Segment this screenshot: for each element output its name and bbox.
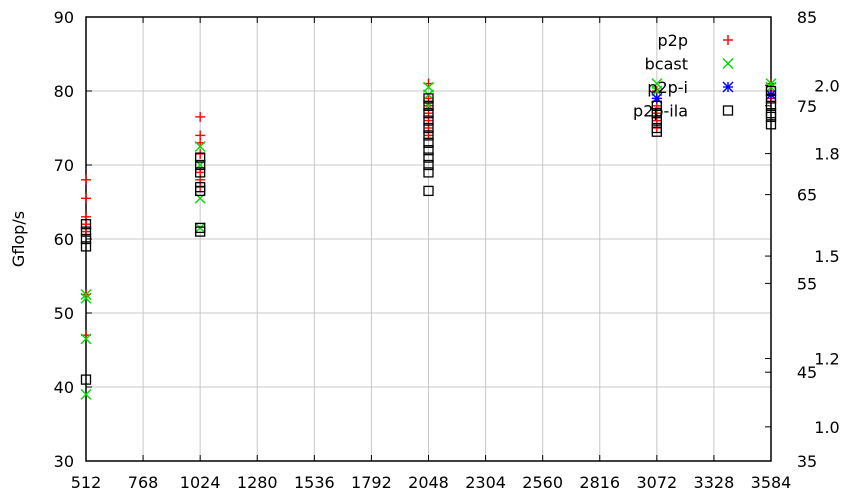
legend-label-p2p-ila: p2p-ila — [633, 102, 688, 121]
point-p2p-ila — [423, 152, 434, 163]
point-p2p-ila — [765, 119, 777, 130]
right-outer-tick-label: 75 — [797, 97, 817, 116]
point-p2p-ila — [423, 137, 434, 148]
legend-marker-p2p-ila — [722, 105, 734, 116]
right-outer-tick-label: 35 — [797, 452, 817, 471]
legend-marker-p2p-i — [722, 81, 734, 93]
point-p2p-ila — [80, 233, 92, 245]
point-p2p — [81, 174, 91, 185]
right-outer-tick-label: 55 — [797, 274, 817, 293]
point-p2p-ila — [80, 241, 92, 252]
point-p2p-ila — [195, 226, 206, 237]
x-tick-label: 2048 — [408, 473, 449, 492]
point-p2p-ila — [80, 219, 92, 230]
point-p2p-ila — [423, 145, 434, 156]
x-tick-label: 1024 — [180, 473, 221, 492]
point-p2p-ila — [195, 159, 206, 171]
y-tick-label: 80 — [54, 82, 74, 101]
x-tick-label: 512 — [71, 473, 102, 492]
point-p2p-ila — [423, 167, 434, 178]
right-inner-tick-label: 2.0 — [814, 76, 839, 95]
y-tick-label: 50 — [54, 304, 74, 323]
point-p2p-ila — [765, 85, 777, 97]
x-tick-label: 3072 — [636, 473, 677, 492]
point-bcast — [423, 89, 434, 101]
right-inner-tick-label: 1.0 — [814, 418, 839, 437]
right-outer-tick-label: 85 — [797, 8, 817, 27]
legend-marker-p2p — [723, 35, 733, 45]
axis-ticks: 512 768 1024 1280 1536 1792 2048 2304 2560 2816 30… — [54, 8, 840, 492]
y-tick-label: 30 — [54, 452, 74, 471]
point-bcast — [80, 292, 92, 304]
point-p2p-ila — [80, 374, 92, 385]
point-p2p-i — [765, 89, 777, 101]
x-tick-label: 2304 — [465, 473, 506, 492]
point-bcast — [80, 333, 92, 345]
y-tick-label: 90 — [54, 8, 74, 27]
point-p2p-ila — [651, 115, 662, 126]
point-p2p-ila — [80, 226, 92, 237]
point-p2p-ila — [195, 185, 206, 197]
point-p2p-ila — [423, 122, 434, 134]
right-inner-tick-label: 1.5 — [814, 247, 839, 266]
x-tick-label: 2816 — [579, 473, 620, 492]
y-tick-label: 60 — [54, 230, 74, 249]
y-tick-label: 40 — [54, 378, 74, 397]
data-marks — [80, 78, 777, 400]
x-tick-label: 3328 — [694, 473, 735, 492]
point-p2p-ila — [765, 100, 777, 111]
point-p2p-ila — [423, 159, 434, 171]
grid — [86, 17, 771, 461]
point-p2p — [195, 182, 206, 193]
right-inner-tick-label: 1.2 — [814, 350, 839, 369]
point-p2p-ila — [765, 93, 777, 104]
point-bcast — [80, 289, 92, 300]
point-p2p-ila — [423, 115, 434, 126]
right-inner-tick-label: 1.8 — [814, 145, 839, 164]
legend-label-p2p: p2p — [658, 31, 689, 50]
point-p2p-ila — [423, 100, 434, 111]
right-outer-tick-label: 45 — [797, 363, 817, 382]
point-bcast — [194, 141, 206, 152]
x-tick-label: 768 — [128, 473, 159, 492]
point-p2p-ila — [423, 93, 434, 104]
legend-label-bcast: bcast — [645, 55, 688, 74]
x-tick-label: 1280 — [237, 473, 278, 492]
legend-marker-bcast — [722, 58, 734, 69]
point-bcast — [80, 388, 92, 400]
y-axis-label: Gflop/s — [9, 211, 28, 267]
point-p2p-ila — [423, 108, 434, 119]
point-p2p-ila — [651, 100, 662, 111]
point-p2p-ila — [651, 126, 662, 137]
point-p2p-ila — [423, 130, 434, 141]
point-p2p-ila — [651, 108, 662, 119]
x-tick-label: 2560 — [522, 473, 563, 492]
point-p2p-ila — [195, 167, 206, 178]
x-tick-label: 3584 — [751, 473, 792, 492]
legend-label-p2p-i: p2p-i — [647, 78, 688, 97]
point-p2p-ila — [765, 111, 777, 123]
legend: p2p bcast p2p-i p2p-ila — [633, 31, 734, 121]
y-tick-label: 70 — [54, 156, 74, 175]
point-p2p-ila — [195, 152, 206, 163]
point-p2p-ila — [423, 185, 434, 197]
x-tick-label: 1792 — [351, 473, 392, 492]
x-tick-label: 1536 — [294, 473, 335, 492]
point-p2p — [195, 148, 206, 159]
right-outer-tick-label: 65 — [797, 186, 817, 205]
point-p2p — [195, 111, 206, 122]
point-bcast — [194, 222, 206, 234]
point-p2p — [81, 193, 91, 204]
series-p2p-ila — [80, 85, 777, 385]
